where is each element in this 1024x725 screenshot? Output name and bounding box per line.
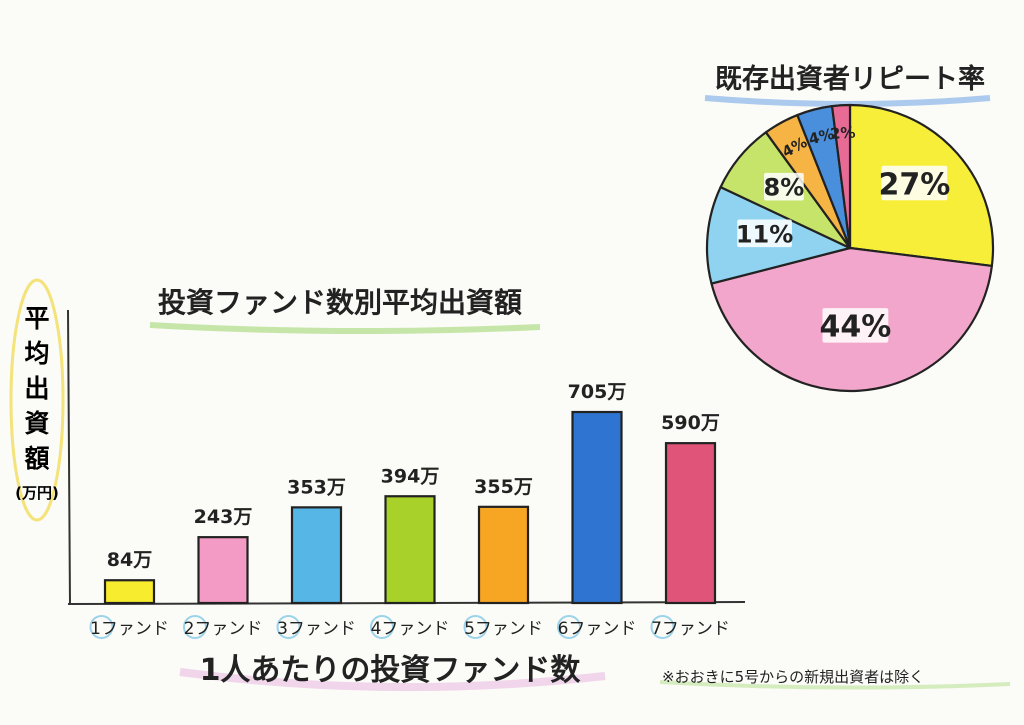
pie-slice-label: 2% xyxy=(830,123,857,143)
bar-value-label: 84万 xyxy=(107,549,152,571)
y-axis-label: 平 均 出 資 額 (万円) xyxy=(9,278,65,522)
bar xyxy=(664,442,717,605)
pie-slice-label: 11% xyxy=(736,220,793,248)
pie-slice xyxy=(830,103,852,250)
category-label: 3ファンド xyxy=(277,619,356,639)
footnote-underline xyxy=(659,680,1011,690)
bars xyxy=(103,410,717,605)
bar xyxy=(290,506,343,605)
pie-label-backdrop xyxy=(764,172,804,201)
ylabel-char: 出 xyxy=(24,374,49,403)
category-label: 2ファンド xyxy=(184,619,263,639)
category-number-circle xyxy=(276,615,301,639)
category-number-circle xyxy=(463,615,488,639)
bar-chart-title: 投資ファンド数別平均出資額 xyxy=(158,286,522,319)
pie-slice-label: 8% xyxy=(764,174,805,202)
pie-title-underline xyxy=(704,95,991,107)
pie-label-backdrop xyxy=(822,308,889,343)
category-label: 4ファンド xyxy=(371,619,450,639)
bar xyxy=(384,495,436,605)
bar xyxy=(103,579,156,605)
bar-value-label: 590万 xyxy=(661,412,720,434)
bar-value-label: 243万 xyxy=(194,506,253,528)
bar-value-label: 353万 xyxy=(287,476,346,498)
ylabel-char: 均 xyxy=(24,339,49,368)
pie-label-backdrop xyxy=(881,165,948,201)
ylabel-char: 資 xyxy=(24,409,49,438)
category-number-circle xyxy=(183,615,207,639)
bar xyxy=(571,410,623,605)
bar-value-labels: 84万 243万 353万 394万 355万 705万 590万 xyxy=(107,381,720,571)
bar-value-label: 355万 xyxy=(474,476,533,498)
pie-slice-label: 27% xyxy=(878,167,950,202)
pie-chart-title: 既存出資者リピート率 xyxy=(715,63,985,95)
ylabel-char: 平 xyxy=(24,304,49,333)
bar xyxy=(197,536,249,605)
category-number-circle xyxy=(650,615,675,639)
bar-value-label: 705万 xyxy=(568,381,627,403)
category-number-circle xyxy=(370,615,394,639)
title-underline xyxy=(149,322,541,335)
ylabel-unit: (万円) xyxy=(15,484,59,502)
x-axis-label: 1人あたりの投資ファンド数 xyxy=(200,653,582,688)
xlabel-highlight xyxy=(179,668,606,692)
bar-value-label: 394万 xyxy=(381,465,440,487)
category-label: 7ファンド xyxy=(651,619,730,639)
pie-slice-label: 44% xyxy=(819,310,891,345)
bar-chart: 投資ファンド数別平均出資額 平 均 出 資 額 (万円) 84万 243万 353万… xyxy=(9,278,1011,692)
bar xyxy=(477,505,530,605)
y-axis xyxy=(67,309,71,606)
pie-chart: 既存出資者リピート率 27%44%11%8%4%4%2% xyxy=(704,63,995,393)
category-label: 5ファンド xyxy=(464,619,543,639)
category-labels: 1ファンド 2ファンド 3ファンド 4ファンド 5ファンド 6ファンド 7ファンド xyxy=(89,615,730,639)
footnote: ※おおきに5号からの新規出資者は除く xyxy=(662,668,924,686)
pie-slice-labels: 27%44%11%8%4%4%2% xyxy=(736,123,950,344)
category-label: 1ファンド xyxy=(90,619,169,639)
pie-label-backdrop xyxy=(737,219,792,248)
category-number-circle xyxy=(557,615,581,639)
category-label: 6ファンド xyxy=(558,619,637,639)
category-number-circle xyxy=(89,615,114,639)
pie-slice-label: 4% xyxy=(807,125,836,149)
ylabel-char: 額 xyxy=(24,444,49,473)
